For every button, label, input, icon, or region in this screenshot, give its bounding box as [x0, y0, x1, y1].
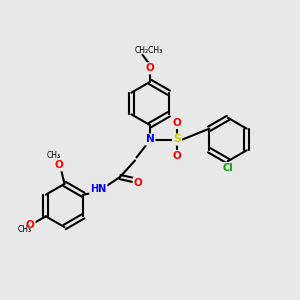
- Text: O: O: [55, 160, 64, 170]
- Text: O: O: [172, 118, 182, 128]
- Text: O: O: [26, 220, 34, 230]
- Text: HN: HN: [90, 184, 106, 194]
- Text: O: O: [172, 151, 182, 161]
- Text: CH₃: CH₃: [47, 152, 61, 160]
- Text: O: O: [146, 63, 154, 74]
- Text: Cl: Cl: [223, 163, 233, 173]
- Text: O: O: [134, 178, 142, 188]
- Text: S: S: [173, 134, 181, 145]
- Text: CH₂CH₃: CH₂CH₃: [134, 46, 163, 55]
- Text: CH₃: CH₃: [17, 225, 31, 234]
- Text: N: N: [146, 134, 154, 145]
